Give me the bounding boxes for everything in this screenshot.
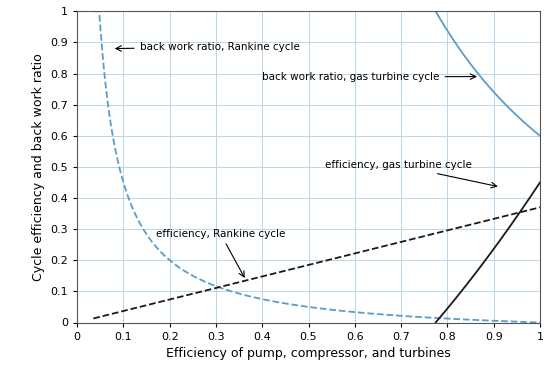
Text: back work ratio, Rankine cycle: back work ratio, Rankine cycle	[116, 42, 300, 52]
Text: back work ratio, gas turbine cycle: back work ratio, gas turbine cycle	[262, 72, 476, 82]
Y-axis label: Cycle efficiency and back work ratio: Cycle efficiency and back work ratio	[32, 53, 45, 281]
Text: efficiency, gas turbine cycle: efficiency, gas turbine cycle	[325, 160, 496, 188]
X-axis label: Efficiency of pump, compressor, and turbines: Efficiency of pump, compressor, and turb…	[166, 347, 451, 360]
Text: efficiency, Rankine cycle: efficiency, Rankine cycle	[156, 229, 285, 277]
